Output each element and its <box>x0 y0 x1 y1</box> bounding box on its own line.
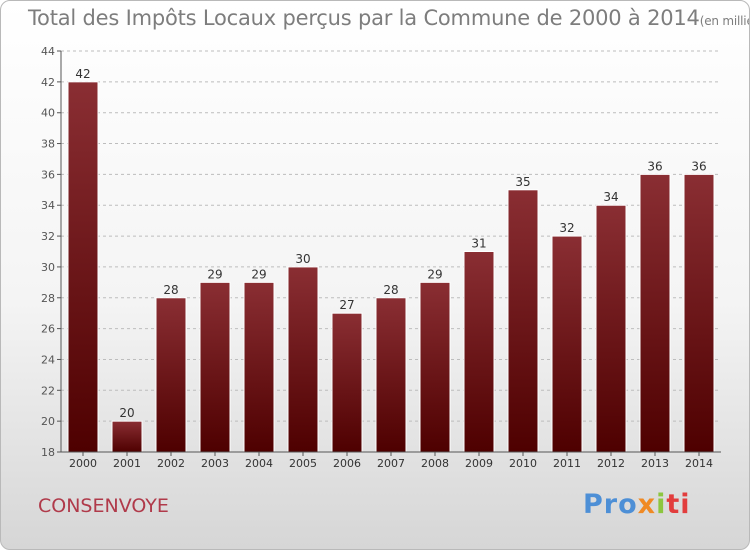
x-tick-label: 2013 <box>641 457 669 470</box>
bar <box>111 420 143 453</box>
bar <box>375 297 407 453</box>
y-tick-label: 42 <box>41 76 55 89</box>
x-tick-label: 2009 <box>465 457 493 470</box>
data-label: 30 <box>295 252 310 266</box>
y-tick-label: 44 <box>41 45 55 58</box>
chart-title-text: Total des Impôts Locaux perçus par la Co… <box>28 6 700 30</box>
bar-layer: 42 20 28 29 29 30 27 28 29 31 35 32 34 36 36 <box>67 67 715 453</box>
x-tick-label: 2006 <box>333 457 361 470</box>
y-tick-label: 30 <box>41 261 55 274</box>
chart-title: Total des Impôts Locaux perçus par la Co… <box>28 6 749 30</box>
x-tick-label: 2012 <box>597 457 625 470</box>
data-label: 31 <box>471 237 486 251</box>
y-tick-label: 20 <box>41 415 55 428</box>
bar <box>199 281 231 453</box>
data-label: 29 <box>427 267 442 281</box>
x-tick-label: 2002 <box>157 457 185 470</box>
y-tick-label: 32 <box>41 230 55 243</box>
y-tick-label: 38 <box>41 138 55 151</box>
data-label: 36 <box>647 159 662 173</box>
y-tick-label: 36 <box>41 168 55 181</box>
bar <box>67 81 99 453</box>
x-tick-label: 2014 <box>685 457 713 470</box>
x-tick-label: 2000 <box>69 457 97 470</box>
y-tick-label: 28 <box>41 292 55 305</box>
data-label: 36 <box>691 159 706 173</box>
y-tick-label: 24 <box>41 353 55 366</box>
bar <box>331 312 363 453</box>
data-label: 29 <box>251 267 266 281</box>
chart-unit: (en milliers d'€) <box>699 14 749 28</box>
proxiti-logo: Proxiti <box>583 489 691 520</box>
bar <box>463 251 495 453</box>
data-label: 29 <box>207 267 222 281</box>
data-label: 42 <box>75 67 90 81</box>
x-tick-label: 2003 <box>201 457 229 470</box>
bar <box>551 235 583 453</box>
data-label: 28 <box>383 283 398 297</box>
y-tick-label: 26 <box>41 323 55 336</box>
bar <box>595 204 627 453</box>
bar <box>507 189 539 453</box>
logo-part-4: ti <box>666 489 691 520</box>
x-tick-label: 2008 <box>421 457 449 470</box>
data-label: 27 <box>339 298 354 312</box>
data-label: 35 <box>515 175 530 189</box>
axis-layer: 18 20 22 24 26 28 30 32 34 36 38 40 42 44 2000 2001 2002… <box>41 45 721 470</box>
logo-part-3: i <box>656 489 667 520</box>
data-label: 34 <box>603 190 618 204</box>
x-tick-label: 2001 <box>113 457 141 470</box>
logo-part-2: x <box>637 489 657 520</box>
bar <box>683 173 715 453</box>
data-label: 32 <box>559 221 574 235</box>
y-tick-label: 34 <box>41 199 55 212</box>
bar <box>639 173 671 453</box>
data-label: 28 <box>163 283 178 297</box>
y-tick-label: 18 <box>41 446 55 459</box>
x-tick-label: 2011 <box>553 457 581 470</box>
data-label: 20 <box>119 406 134 420</box>
x-tick-label: 2004 <box>245 457 273 470</box>
x-tick-label: 2010 <box>509 457 537 470</box>
logo-part-1: Pro <box>583 489 638 520</box>
x-tick-label: 2007 <box>377 457 405 470</box>
y-tick-label: 22 <box>41 384 55 397</box>
bar <box>243 281 275 453</box>
x-tick-label: 2005 <box>289 457 317 470</box>
commune-name: CONSENVOYE <box>38 495 169 517</box>
bar <box>287 266 319 453</box>
bar <box>419 281 451 453</box>
bar <box>155 297 187 453</box>
y-tick-label: 40 <box>41 107 55 120</box>
